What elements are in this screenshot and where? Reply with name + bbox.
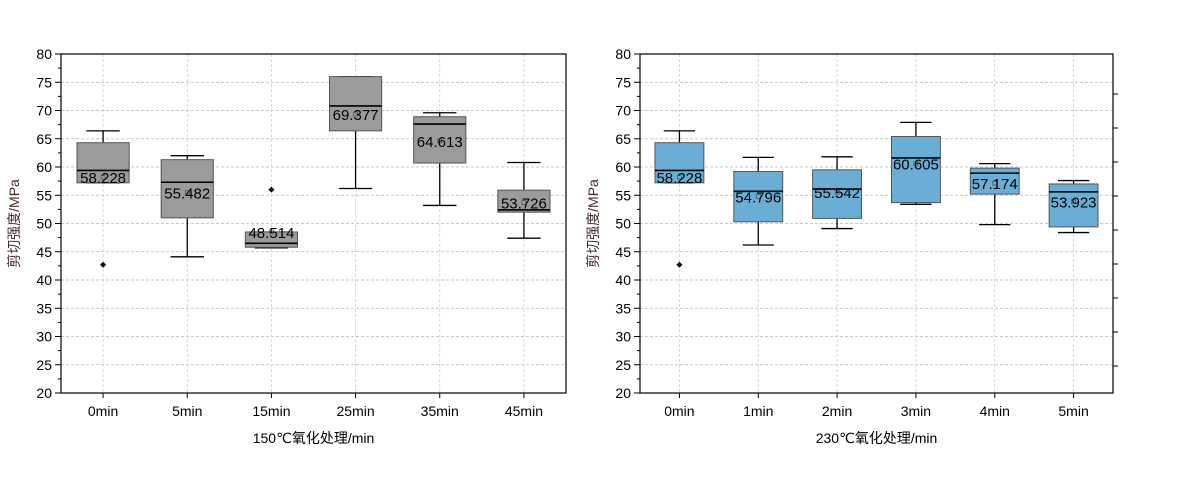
box-0min: 58.228: [76, 130, 130, 268]
box-45min: 53.726: [497, 161, 551, 239]
mean-label: 53.726: [501, 195, 547, 212]
mean-label: 60.605: [893, 157, 939, 174]
chart-panel-0: 20 25 30 35 40 45 50 55 60 65 70 75 80 0min 5min 15min 2…: [6, 46, 567, 446]
y-tick-label: 30: [36, 329, 52, 345]
mean-label: 69.377: [333, 107, 379, 124]
mean-label: 64.613: [417, 134, 463, 151]
x-tick-label: 1min: [743, 403, 773, 419]
x-tick-label: 35min: [421, 403, 459, 419]
box-iqr: [160, 159, 214, 219]
x-tick-label: 5min: [172, 403, 202, 419]
mean-label: 53.923: [1051, 194, 1097, 211]
x-axis-title: 230℃氧化处理/min: [816, 430, 938, 446]
plot-frame: [60, 53, 567, 394]
chart-panel-1: 20 25 30 35 40 45 50 55 60 65 70 75 80 0min 1min 2min 3m…: [585, 46, 1118, 446]
x-tick-label: 0min: [88, 403, 118, 419]
y-axis-title: 剪切强度/MPa: [585, 179, 601, 268]
y-tick-label: 20: [615, 385, 631, 401]
x-tick-label: 2min: [822, 403, 852, 419]
box-iqr: [733, 171, 784, 223]
mean-marker: [834, 189, 840, 195]
y-tick-label: 70: [615, 103, 631, 119]
box-25min: 69.377: [328, 75, 383, 190]
x-axis-title: 150℃氧化处理/min: [253, 430, 375, 446]
box-iqr: [328, 76, 383, 132]
y-tick-label: 40: [615, 272, 631, 288]
y-tick-label: 35: [36, 300, 52, 316]
box-2min: 55.542: [812, 156, 863, 230]
y-tick-label: 65: [615, 131, 631, 147]
x-tick-label: 4min: [980, 403, 1010, 419]
mean-marker: [677, 174, 682, 180]
x-tick-label: 15min: [252, 403, 290, 419]
y-tick-label: 25: [615, 357, 631, 373]
y-tick-label: 25: [36, 357, 52, 373]
x-tick-label: 25min: [337, 403, 375, 419]
y-tick-label: 45: [615, 244, 631, 260]
mean-label: 55.482: [164, 186, 210, 203]
mean-marker: [755, 194, 761, 199]
y-tick-label: 20: [36, 385, 52, 401]
box-iqr: [654, 142, 705, 184]
mean-label: 57.174: [972, 176, 1018, 193]
outlier-point: [100, 261, 107, 268]
box-4min: 57.174: [969, 162, 1020, 226]
box-3min: 60.605: [890, 121, 941, 205]
y-tick-label: 70: [36, 103, 52, 119]
y-tick-label: 30: [615, 329, 631, 345]
y-tick-label: 80: [615, 46, 631, 62]
y-tick-label: 40: [36, 272, 52, 288]
mean-marker: [269, 229, 274, 235]
mean-marker: [992, 180, 998, 186]
box-5min: 53.923: [1048, 179, 1099, 234]
y-tick-label: 35: [615, 300, 631, 316]
box-35min: 64.613: [413, 112, 467, 207]
mean-label: 54.796: [735, 189, 781, 206]
box-0min: 58.228: [654, 130, 705, 268]
mean-marker: [184, 190, 190, 195]
y-tick-label: 45: [36, 244, 52, 260]
mean-label: 48.514: [248, 225, 294, 242]
x-tick-label: 0min: [664, 403, 694, 419]
y-tick-label: 50: [615, 216, 631, 232]
box-iqr: [76, 142, 130, 184]
y-axis-title: 剪切强度/MPa: [6, 179, 22, 268]
outlier-point: [268, 186, 275, 193]
y-tick-label: 75: [615, 74, 631, 90]
box-15min: 48.514: [244, 186, 299, 249]
y-tick-label: 65: [36, 131, 52, 147]
y-tick-label: 55: [36, 187, 52, 203]
y-tick-label: 60: [615, 159, 631, 175]
box-iqr: [890, 135, 941, 204]
plot-frame: [639, 53, 1114, 394]
mean-label: 58.228: [656, 170, 702, 187]
y-tick-label: 60: [36, 159, 52, 175]
mean-marker: [353, 111, 358, 117]
box-1min: 54.796: [733, 156, 784, 246]
box-5min: 55.482: [160, 155, 214, 258]
mean-label: 55.542: [814, 185, 860, 202]
mean-label: 58.228: [80, 170, 126, 187]
mean-marker: [521, 200, 527, 205]
x-tick-label: 45min: [505, 403, 543, 419]
mean-marker: [437, 138, 443, 144]
mean-marker: [1071, 199, 1076, 204]
box-iqr: [497, 189, 551, 213]
y-tick-label: 50: [36, 216, 52, 232]
outlier-point: [676, 261, 683, 268]
x-tick-label: 3min: [901, 403, 931, 419]
y-tick-label: 80: [36, 46, 52, 62]
y-tick-label: 75: [36, 74, 52, 90]
y-tick-label: 55: [615, 187, 631, 203]
x-tick-label: 5min: [1058, 403, 1088, 419]
mean-marker: [100, 174, 106, 180]
mean-marker: [913, 161, 919, 166]
